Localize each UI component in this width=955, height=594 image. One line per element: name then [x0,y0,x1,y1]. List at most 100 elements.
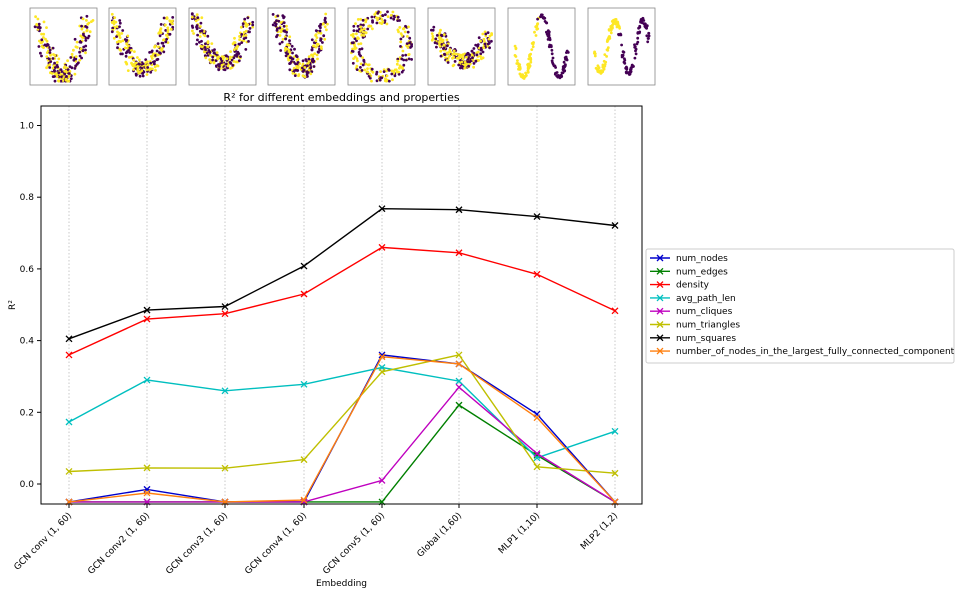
data-point-marker [300,496,308,504]
thumbnail-point [224,54,228,58]
thumbnail-point [442,33,446,36]
thumbnail-point [37,45,41,48]
thumbnail-point [314,45,318,49]
thumbnail-point [392,14,396,18]
data-point-marker [656,281,664,289]
thumbnail-point [367,74,371,78]
thumbnail-point [171,22,174,26]
thumbnail-point [117,31,121,35]
thumbnail-point [169,27,173,31]
thumbnail-point [161,41,165,45]
thumbnail-point [238,35,241,38]
thumbnail-point [192,32,196,35]
thumbnail-point [66,68,70,72]
thumbnail-point [60,75,63,79]
thumbnail-point [480,48,483,52]
thumbnail-point [40,38,44,42]
thumbnail-point [407,57,411,61]
thumbnail-point [67,75,70,79]
thumbnail-point [364,18,368,22]
thumbnail-point [528,53,531,57]
data-point-marker [533,414,541,422]
thumbnail-point [360,47,364,51]
thumbnail-point [121,39,125,43]
thumbnail-point [452,49,456,53]
thumbnail-point [279,21,283,24]
thumbnail-point [315,53,319,57]
thumbnail-point [42,46,45,49]
thumbnail-point [150,57,154,60]
thumbnail-point [303,66,307,69]
thumbnail-point [297,73,301,76]
thumbnail-point [463,64,467,67]
thumbnail-point [251,20,255,24]
thumbnail-point [539,15,542,19]
thumbnail-point [430,28,433,32]
thumbnail-point [368,72,371,76]
thumbnail-point [88,30,92,34]
thumbnail-point [213,48,216,51]
data-point-marker [221,387,229,395]
thumbnail-point [352,24,356,28]
thumbnail-point [119,40,122,44]
thumbnail-point [190,15,194,19]
thumbnail-point [285,24,288,28]
thumbnail-point [318,24,322,28]
thumbnail-point [515,62,519,65]
thumbnail-point [160,47,164,50]
thumbnail-point [471,56,474,60]
thumbnail-point [452,63,456,67]
thumbnail-point [115,35,118,38]
thumbnail-point [244,29,248,33]
data-point-marker [300,456,308,464]
thumbnail-point [303,75,307,79]
thumbnail-point [406,30,410,34]
marker-stroke [611,222,619,229]
thumbnail-point [596,67,600,70]
thumbnail-point [562,60,566,64]
thumbnail-point [596,64,600,68]
thumbnail-point [114,20,118,24]
thumbnail-point [448,48,452,51]
thumbnail-point [301,70,305,73]
thumbnail-point [203,46,207,49]
thumbnail-point [357,42,361,46]
thumbnail-point [287,49,291,53]
thumbnail-point [204,42,207,46]
data-point-marker [300,290,308,298]
thumbnail-point [313,52,317,56]
marker-stroke [656,321,664,328]
thumbnail-point [287,58,291,62]
thumbnail-point [229,50,233,53]
series-avg_path_len [65,364,619,462]
thumbnail-point [48,63,52,67]
y-tick-label: 0.4 [20,337,35,347]
data-point-marker [455,351,463,359]
thumbnail-point [605,48,609,52]
data-point-marker [65,467,73,475]
thumbnail-point [45,39,49,43]
thumbnail-point [238,38,242,42]
thumbnail-point [593,52,597,56]
thumbnail-point [195,25,198,29]
thumbnail-point [534,34,538,37]
thumbnail-frame [507,7,576,86]
thumbnail-point [241,22,245,26]
marker-stroke [143,306,151,314]
thumbnail-point [357,37,360,40]
embedding-thumbnail-4 [347,7,416,86]
data-point-marker [455,206,463,214]
thumbnail-point [49,71,52,75]
thumbnail-point [623,61,627,65]
thumbnail-point [360,69,364,72]
marker-stroke [65,351,73,359]
thumbnail-point [239,55,242,58]
thumbnail-point [389,13,393,17]
thumbnail-point [385,22,389,26]
legend-item-num_edges: num_edges [650,267,728,277]
thumbnail-point [86,36,90,40]
thumbnail-point [149,70,153,74]
thumbnail-point [282,21,286,25]
thumbnail-point [514,55,518,58]
marker-stroke [221,310,229,318]
